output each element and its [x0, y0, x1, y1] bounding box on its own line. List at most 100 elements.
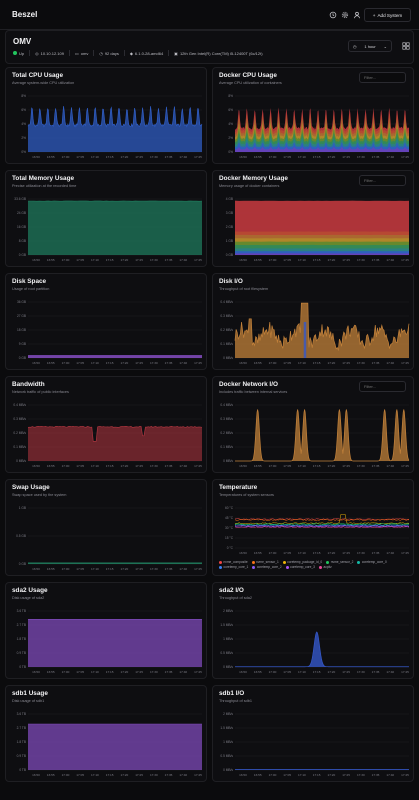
y-tick-label: 1.8 TB: [17, 740, 26, 744]
docker-network-line: [235, 409, 410, 462]
kernel-item: ◆ 6.1.0-28-amd64: [130, 51, 163, 56]
x-tick-label: 17:05: [283, 155, 291, 159]
layout-toggle-button[interactable]: [400, 40, 412, 52]
panel-title: Docker Memory Usage: [219, 175, 288, 182]
host-text: omv: [80, 50, 89, 56]
panel-title: Temperature: [219, 484, 258, 491]
y-tick-label: 0 MB/s: [223, 459, 233, 463]
legend-label: coretemp_core_1: [223, 565, 249, 569]
container-filter-input[interactable]: [359, 381, 406, 392]
legend-item: coretemp_core_3: [285, 565, 315, 569]
x-tick-label: 17:35: [165, 567, 173, 571]
x-tick-label: 17:00: [62, 670, 70, 674]
temperature-legend: nvme_composite nvme_sensor_1 coretemp_pack…: [219, 560, 409, 569]
x-tick-label: 17:15: [313, 258, 321, 262]
panel-description: Swap space used by the system: [12, 493, 67, 497]
system-name: OMV: [13, 37, 32, 46]
x-tick-label: 17:25: [135, 155, 143, 159]
y-tick-label: 0 MB/s: [223, 356, 233, 360]
x-tick-label: 17:10: [298, 258, 306, 262]
status-text: Up: [19, 50, 25, 56]
x-tick-label: 17:00: [269, 670, 277, 674]
y-tick-label: 0 MB/s: [223, 768, 233, 772]
app-logo[interactable]: Beszel: [12, 10, 38, 19]
x-tick-label: 17:30: [357, 551, 365, 555]
panel-description: Network traffic of public interfaces: [12, 390, 69, 394]
y-tick-label: 0.1 MB/s: [13, 445, 26, 449]
y-tick-label: 6%: [21, 108, 26, 112]
legend-swatch-icon: [251, 560, 255, 564]
x-tick-label: 16:55: [254, 361, 262, 365]
container-filter-input[interactable]: [359, 72, 406, 83]
ip-item[interactable]: ◎ 10.10.12.109: [35, 51, 64, 56]
y-tick-label: 1.5 MB/s: [220, 623, 233, 627]
time-range-select[interactable]: ◷ 1 hour ⌄: [348, 40, 392, 52]
x-tick-label: 17:20: [120, 155, 128, 159]
y-tick-label: 0.3 MB/s: [13, 417, 26, 421]
y-tick-label: 0 GB: [19, 562, 26, 566]
y-tick-label: 4%: [21, 122, 26, 126]
sdb1-io-chart: 2 MB/s 1.5 MB/s 1 MB/s 0.5 MB/s 0 MB/s 16:50 1…: [220, 712, 409, 777]
x-tick-label: 16:50: [239, 155, 247, 159]
plus-icon: +: [372, 12, 376, 18]
x-tick-label: 17:25: [342, 773, 350, 777]
legend-item: nvme_sensor_1: [251, 560, 279, 564]
panel-title: Disk I/O: [219, 278, 243, 285]
x-tick-label: 17:20: [120, 258, 128, 262]
y-tick-label: 0.5 MB/s: [220, 754, 233, 758]
x-tick-label: 17:10: [298, 155, 306, 159]
x-tick-label: 17:05: [76, 567, 84, 571]
divider: [68, 50, 70, 56]
container-filter-input[interactable]: [359, 175, 406, 186]
x-tick-label: 16:55: [254, 464, 262, 468]
user-icon[interactable]: [351, 9, 363, 21]
x-tick-label: 17:40: [386, 361, 394, 365]
x-tick-label: 17:35: [372, 773, 380, 777]
sdb1-usage-chart: 3.6 TB 2.7 TB 1.8 TB 0.9 TB 0 TB 16:50 16:55 17…: [17, 712, 202, 777]
panel-description: Includes traffic between internal servic…: [219, 390, 288, 394]
x-tick-label: 17:30: [150, 155, 158, 159]
x-tick-label: 17:30: [150, 361, 158, 365]
x-tick-label: 17:30: [150, 670, 158, 674]
panel-sdb1-usage: sdb1 Usage Disk usage of sdb1 3.6 TB 2.7 …: [5, 685, 207, 782]
x-tick-label: 16:50: [239, 773, 247, 777]
history-icon[interactable]: [327, 9, 339, 21]
x-tick-label: 17:15: [106, 464, 114, 468]
x-tick-label: 17:15: [106, 773, 114, 777]
kernel-text: 6.1.0-28-amd64: [134, 50, 164, 56]
x-tick-label: 17:05: [76, 464, 84, 468]
panel-title: Swap Usage: [12, 484, 50, 491]
y-tick-label: 8%: [21, 94, 26, 98]
temperature-series-line: [234, 519, 410, 521]
y-tick-label: 0 °C: [227, 546, 234, 550]
x-tick-label: 16:55: [254, 670, 262, 674]
gear-icon[interactable]: [339, 9, 351, 21]
x-tick-label: 17:40: [386, 464, 394, 468]
x-tick-label: 16:55: [47, 155, 55, 159]
y-tick-label: 60 °C: [225, 506, 234, 510]
y-tick-label: 1.8 TB: [17, 637, 26, 641]
monitor-icon: ▭: [74, 50, 79, 56]
legend-swatch-icon: [318, 565, 322, 569]
x-tick-label: 17:00: [62, 258, 70, 262]
x-tick-label: 17:00: [269, 361, 277, 365]
x-tick-label: 17:35: [372, 258, 380, 262]
y-tick-label: 0.3 MB/s: [220, 417, 233, 421]
x-tick-label: 17:35: [372, 551, 380, 555]
y-tick-label: 30 °C: [225, 526, 234, 530]
x-tick-label: 17:40: [179, 361, 187, 365]
x-tick-label: 16:55: [47, 464, 55, 468]
y-tick-label: 1.5 MB/s: [220, 726, 233, 730]
x-tick-label: 17:15: [313, 361, 321, 365]
y-tick-label: 18 GB: [17, 328, 26, 332]
y-tick-label: 0.4 MB/s: [220, 300, 233, 304]
x-tick-label: 17:40: [179, 567, 187, 571]
x-tick-label: 17:00: [269, 773, 277, 777]
add-system-label: Add System: [377, 12, 403, 18]
panel-description: Average system-wide CPU utilization: [12, 81, 75, 85]
y-tick-label: 0.2 MB/s: [220, 431, 233, 435]
x-tick-label: 17:15: [106, 567, 114, 571]
y-tick-label: 0%: [21, 150, 26, 154]
divider: [168, 50, 170, 56]
add-system-button[interactable]: + Add System: [364, 8, 411, 22]
